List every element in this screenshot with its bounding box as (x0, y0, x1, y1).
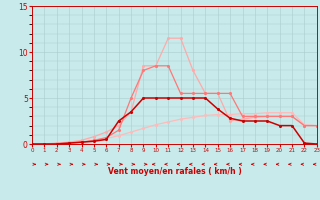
X-axis label: Vent moyen/en rafales ( km/h ): Vent moyen/en rafales ( km/h ) (108, 167, 241, 176)
